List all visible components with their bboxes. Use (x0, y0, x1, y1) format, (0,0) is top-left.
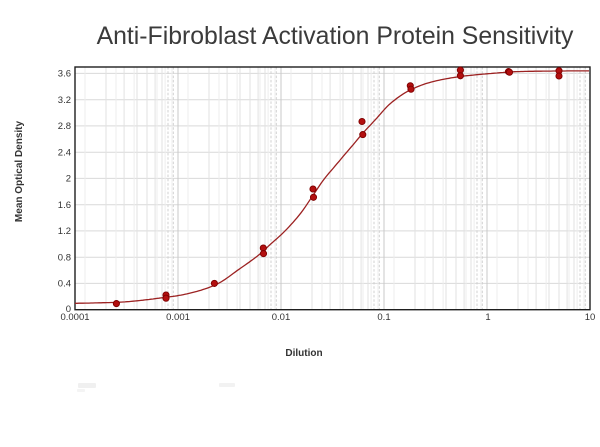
svg-text:0.01: 0.01 (272, 312, 291, 323)
svg-text:0: 0 (66, 304, 71, 315)
svg-text:0.001: 0.001 (166, 312, 190, 323)
svg-text:1: 1 (485, 312, 490, 323)
svg-text:0.1: 0.1 (377, 312, 390, 323)
svg-text:Dilution: Dilution (285, 348, 322, 359)
svg-text:2.4: 2.4 (58, 147, 71, 158)
svg-text:0.4: 0.4 (58, 279, 71, 290)
svg-text:3.2: 3.2 (58, 95, 71, 106)
svg-text:2.8: 2.8 (58, 121, 71, 132)
svg-text:1.6: 1.6 (58, 200, 71, 211)
svg-text:3.6: 3.6 (58, 69, 71, 80)
svg-text:Anti-Fibroblast Activation Pro: Anti-Fibroblast Activation Protein Sensi… (97, 23, 574, 50)
svg-text:1.2: 1.2 (58, 226, 71, 237)
svg-text:0.0001: 0.0001 (60, 312, 89, 323)
svg-text:10: 10 (585, 312, 596, 323)
svg-text:0.8: 0.8 (58, 252, 71, 263)
svg-text:2: 2 (66, 174, 71, 185)
svg-text:Mean Optical Density: Mean Optical Density (14, 120, 25, 222)
